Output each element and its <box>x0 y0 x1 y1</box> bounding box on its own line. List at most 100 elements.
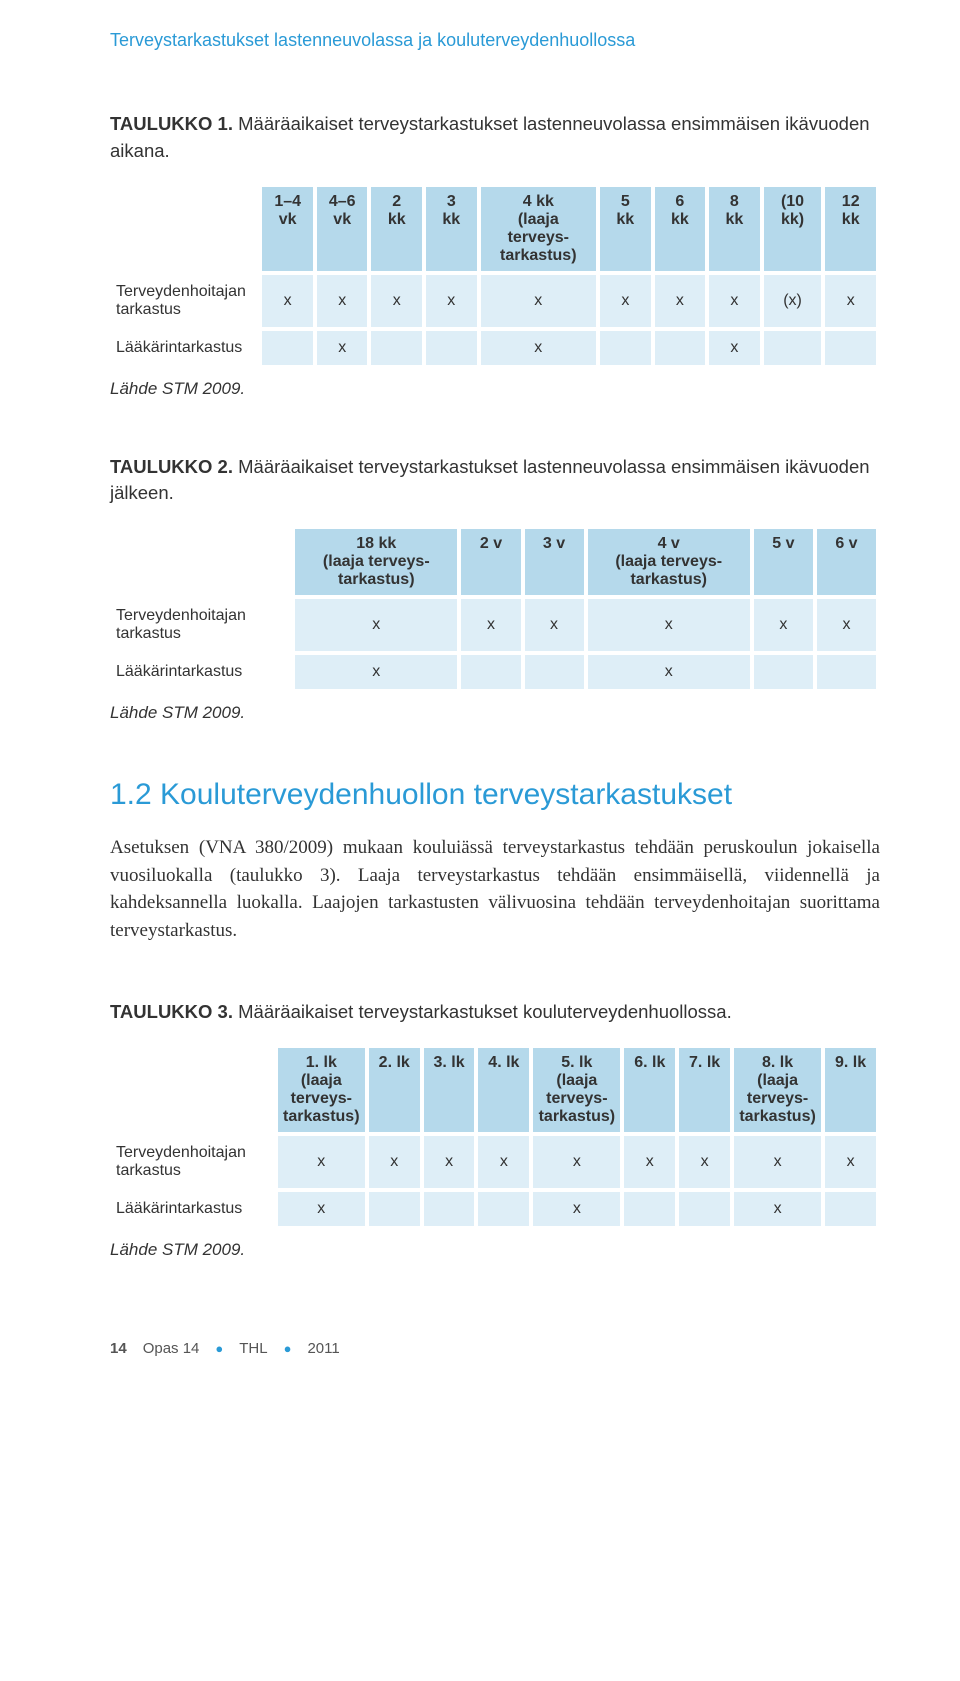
table-cell: x <box>600 275 651 327</box>
page-number: 14 <box>110 1340 127 1357</box>
table-cell <box>825 1192 876 1226</box>
table-cell: x <box>295 655 457 689</box>
table2-caption: TAULUKKO 2. Määräaikaiset terveystarkast… <box>110 454 880 508</box>
table-cell: x <box>679 1136 730 1188</box>
table-column-header: 3 v <box>525 529 584 595</box>
footer-year: 2011 <box>307 1340 339 1357</box>
table-cell <box>426 331 477 365</box>
table-row: Lääkärintarkastusxx <box>114 655 876 689</box>
table-cell: x <box>481 275 597 327</box>
table-cell <box>262 331 313 365</box>
table-cell: x <box>295 599 457 651</box>
table-cell <box>478 1192 529 1226</box>
table-cell: x <box>734 1192 821 1226</box>
table-column-header: 2. lk <box>369 1048 420 1132</box>
table-row-label: Terveydenhoitajan tarkastus <box>114 275 258 327</box>
table1-source: Lähde STM 2009. <box>110 379 880 399</box>
footer-pub1: Opas 14 <box>143 1340 200 1357</box>
table-row-label: Lääkärintarkastus <box>114 655 291 689</box>
table-cell: x <box>709 275 760 327</box>
table-cell <box>624 1192 675 1226</box>
table-column-header: 3. lk <box>424 1048 475 1132</box>
section-heading: 1.2 Kouluterveydenhuollon terveystarkast… <box>110 778 880 812</box>
table-column-header: 8kk <box>709 187 760 271</box>
table-cell: x <box>734 1136 821 1188</box>
table-cell: x <box>478 1136 529 1188</box>
table-cell <box>825 331 876 365</box>
document-page: Terveystarkastukset lastenneuvolassa ja … <box>0 0 960 1417</box>
table3: 1. lk(laajaterveys-tarkastus)2. lk3. lk4… <box>110 1044 880 1230</box>
table-cell <box>461 655 520 689</box>
table-cell: (x) <box>764 275 822 327</box>
table-cell <box>371 331 422 365</box>
table3-caption-rest: Määräaikaiset terveystarkastukset koulut… <box>233 1001 732 1022</box>
table-column-header: 1–4vk <box>262 187 313 271</box>
table-cell: x <box>426 275 477 327</box>
table-column-header: 5 v <box>754 529 813 595</box>
table-cell <box>679 1192 730 1226</box>
table1-caption-lead: TAULUKKO 1. <box>110 113 233 134</box>
table-column-header: 5kk <box>600 187 651 271</box>
table-column-header: 2 v <box>461 529 520 595</box>
table-column-header: 2kk <box>371 187 422 271</box>
table-cell: x <box>461 599 520 651</box>
section-body: Asetuksen (VNA 380/2009) mukaan kouluiäs… <box>110 834 880 944</box>
table-cell <box>754 655 813 689</box>
table3-caption-lead: TAULUKKO 3. <box>110 1001 233 1022</box>
table-column-header: 7. lk <box>679 1048 730 1132</box>
table2: 18 kk(laaja terveys-tarkastus)2 v3 v4 v(… <box>110 525 880 693</box>
table-cell: x <box>262 275 313 327</box>
table-cell: x <box>588 599 750 651</box>
table-cell: x <box>709 331 760 365</box>
table-cell: x <box>825 275 876 327</box>
table-cell: x <box>825 1136 876 1188</box>
table-cell: x <box>278 1136 365 1188</box>
table-row-label: Lääkärintarkastus <box>114 1192 274 1226</box>
table-column-header: 12kk <box>825 187 876 271</box>
table-column-header: 5. lk(laajaterveys-tarkastus) <box>533 1048 620 1132</box>
table-cell: x <box>371 275 422 327</box>
table-cell: x <box>525 599 584 651</box>
bullet-icon: ● <box>284 1341 292 1356</box>
table-cell <box>655 331 706 365</box>
table1-caption: TAULUKKO 1. Määräaikaiset terveystarkast… <box>110 111 880 165</box>
table-column-header: 4 kk(laajaterveys-tarkastus) <box>481 187 597 271</box>
table-column-header: 8. lk(laajaterveys-tarkastus) <box>734 1048 821 1132</box>
table1: 1–4vk4–6vk2kk3kk4 kk(laajaterveys-tarkas… <box>110 183 880 369</box>
table-cell <box>764 331 822 365</box>
running-header: Terveystarkastukset lastenneuvolassa ja … <box>110 30 880 51</box>
footer-pub2: THL <box>239 1340 267 1357</box>
table3-source: Lähde STM 2009. <box>110 1240 880 1260</box>
table-column-header: 9. lk <box>825 1048 876 1132</box>
table-row: Terveydenhoitajan tarkastusxxxxxxxxx <box>114 1136 876 1188</box>
table-row-label: Terveydenhoitajan tarkastus <box>114 599 291 651</box>
table2-source: Lähde STM 2009. <box>110 703 880 723</box>
table-cell <box>817 655 876 689</box>
table-cell: x <box>533 1136 620 1188</box>
table-cell: x <box>481 331 597 365</box>
table-cell <box>600 331 651 365</box>
table-row-label: Lääkärintarkastus <box>114 331 258 365</box>
table-column-header: (10kk) <box>764 187 822 271</box>
table-row: Terveydenhoitajan tarkastusxxxxxx <box>114 599 876 651</box>
table-cell: x <box>317 275 368 327</box>
table3-caption: TAULUKKO 3. Määräaikaiset terveystarkast… <box>110 999 880 1026</box>
table-cell: x <box>588 655 750 689</box>
table-header-empty <box>114 1048 274 1132</box>
table-column-header: 6. lk <box>624 1048 675 1132</box>
table2-caption-lead: TAULUKKO 2. <box>110 456 233 477</box>
table-header-empty <box>114 529 291 595</box>
table-cell: x <box>754 599 813 651</box>
bullet-icon: ● <box>215 1341 223 1356</box>
table-row-label: Terveydenhoitajan tarkastus <box>114 1136 274 1188</box>
table-cell: x <box>655 275 706 327</box>
table-row: Terveydenhoitajan tarkastusxxxxxxxx(x)x <box>114 275 876 327</box>
table-column-header: 4. lk <box>478 1048 529 1132</box>
table-cell: x <box>278 1192 365 1226</box>
table-cell: x <box>369 1136 420 1188</box>
table-cell: x <box>317 331 368 365</box>
table-column-header: 1. lk(laajaterveys-tarkastus) <box>278 1048 365 1132</box>
table-column-header: 6kk <box>655 187 706 271</box>
table-column-header: 3kk <box>426 187 477 271</box>
table-column-header: 18 kk(laaja terveys-tarkastus) <box>295 529 457 595</box>
